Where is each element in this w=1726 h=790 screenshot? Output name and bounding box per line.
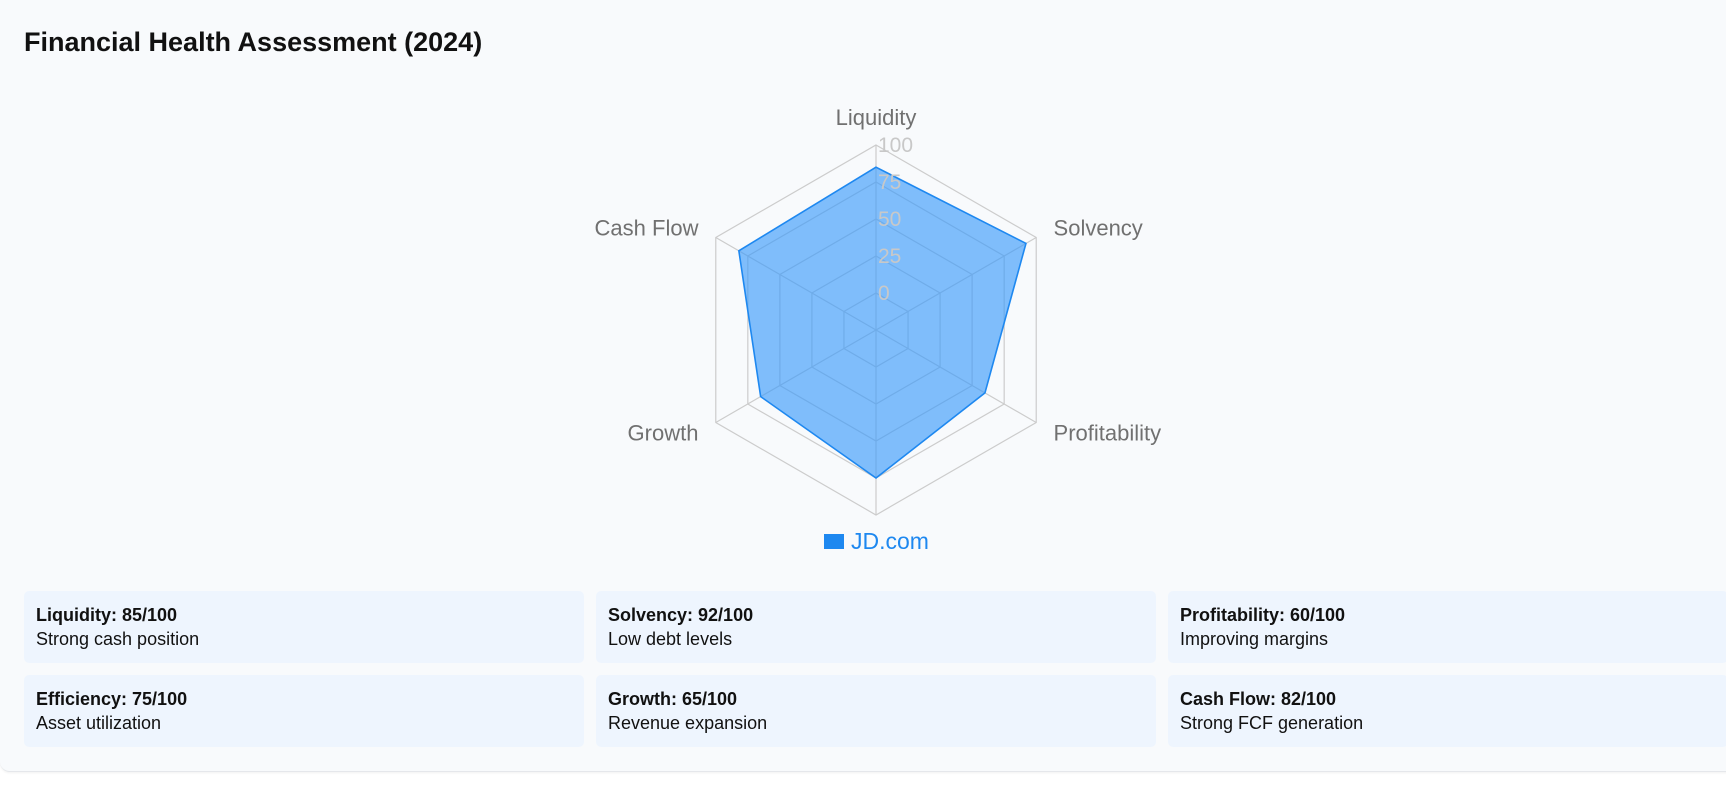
- radar-series-jd-com: [737, 166, 1027, 479]
- metric-card-cash-flow: Cash Flow: 82/100 Strong FCF generation: [1168, 675, 1726, 747]
- metric-title: Efficiency: 75/100: [36, 689, 188, 709]
- assessment-card: Financial Health Assessment (2024) 0 25 50…: [0, 27, 1726, 772]
- metric-title: Cash Flow: 82/100: [1180, 689, 1337, 709]
- radar-series-layer: [737, 166, 1027, 479]
- metric-card-solvency: Solvency: 92/100 Low debt levels: [596, 591, 1156, 663]
- metric-title: Solvency: 92/100: [608, 605, 754, 625]
- radar-axis-label-profitability: Profitability: [1054, 421, 1162, 446]
- metric-card-growth: Growth: 65/100 Revenue expansion: [596, 675, 1156, 747]
- radar-axis-labels: Liquidity Solvency Profitability Efficiency…: [595, 105, 1162, 530]
- metric-note: Strong FCF generation: [1180, 713, 1364, 733]
- metric-card-liquidity: Liquidity: 85/100 Strong cash position: [24, 591, 584, 663]
- metric-note: Low debt levels: [608, 629, 733, 649]
- radar-axis-label-efficiency: Efficiency: [829, 527, 923, 530]
- metric-title: Liquidity: 85/100: [36, 605, 178, 625]
- metric-note: Strong cash position: [36, 629, 200, 649]
- radar-tick-label-75: 75: [878, 171, 901, 194]
- metric-title: Growth: 65/100: [608, 689, 738, 709]
- radar-ticks: 0 25 50 75 100: [878, 134, 913, 305]
- legend-swatch: [824, 534, 845, 549]
- metric-note: Revenue expansion: [608, 713, 768, 733]
- metric-card-efficiency: Efficiency: 75/100 Asset utilization: [24, 675, 584, 747]
- metric-grid: Liquidity: 85/100 Strong cash position S…: [24, 591, 1726, 747]
- radar-tick-label-25: 25: [878, 245, 901, 268]
- metric-note: Improving margins: [1180, 629, 1329, 649]
- legend-label-jd: JD.com: [851, 528, 929, 554]
- radar-tick-label-100: 100: [878, 134, 913, 157]
- page-title: Financial Health Assessment (2024): [24, 27, 483, 57]
- metric-title: Profitability: 60/100: [1180, 605, 1346, 625]
- radar-axis-label-growth: Growth: [628, 421, 699, 446]
- metric-note: Asset utilization: [36, 713, 162, 733]
- radar-tick-label-0: 0: [878, 282, 890, 305]
- radar-chart: 0 25 50 75 100 Liquidity Solvency Profitabilit…: [595, 105, 1162, 530]
- chart-legend[interactable]: JD.com: [0, 528, 1726, 555]
- radar-axis-label-cash-flow: Cash Flow: [595, 216, 699, 241]
- metric-card-profitability: Profitability: 60/100 Improving margins: [1168, 591, 1726, 663]
- radar-axis-label-liquidity: Liquidity: [836, 105, 917, 130]
- radar-tick-label-50: 50: [878, 208, 901, 231]
- radar-axis-label-solvency: Solvency: [1054, 216, 1143, 241]
